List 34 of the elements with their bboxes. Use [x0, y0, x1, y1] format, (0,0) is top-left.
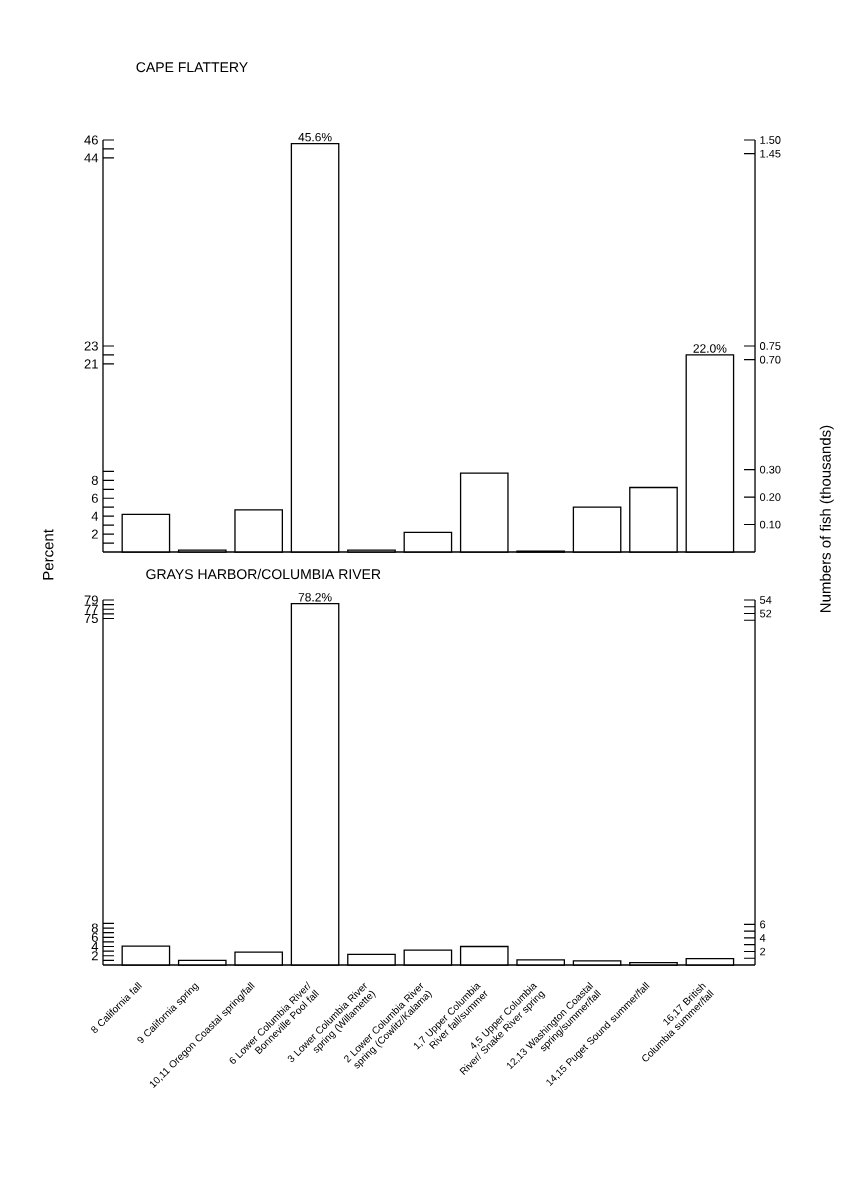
data-label: 78.2%	[298, 593, 332, 602]
y-tick-label: 6	[91, 493, 98, 503]
y2-tick-label: 52	[759, 609, 772, 618]
y-tick-label: 4	[91, 511, 99, 521]
y-tick-label: 46	[84, 135, 98, 145]
y-tick-label: 4	[91, 942, 99, 951]
y2-tick-label: 54	[759, 596, 772, 604]
y2-tick-label: 0.70	[759, 355, 781, 364]
y2-axis-title: Numbers of fish (thousands)	[819, 425, 834, 613]
y2-tick-label: 0.10	[759, 520, 781, 529]
y-tick-label: 2	[91, 529, 98, 539]
y-tick-label: 6	[91, 932, 98, 942]
y2-tick-label: 0.75	[759, 342, 781, 350]
y-tick-label: 79	[84, 595, 98, 605]
y-tick-label: 2	[91, 951, 98, 961]
y2-tick-label: 1.45	[760, 149, 781, 158]
y2-tick-label: 1.50	[760, 136, 781, 144]
y2-tick-label: 6	[760, 920, 766, 929]
y-tick-label: 77	[84, 604, 98, 614]
chart-title: CAPE FLATTERY	[136, 62, 248, 73]
y-tick-label: 44	[84, 153, 99, 163]
y-axis-title: Percent	[43, 529, 54, 580]
y2-tick-label: 0.20	[759, 493, 781, 501]
y-tick-label: 21	[84, 359, 98, 369]
y2-tick-label: 2	[760, 947, 766, 956]
y2-tick-label: 0.30	[759, 465, 781, 474]
y-tick-label: 23	[84, 341, 98, 351]
data-label: 45.6%	[298, 132, 332, 142]
y-tick-label: 8	[91, 923, 98, 933]
y-tick-label: 75	[84, 613, 98, 624]
chart-title: GRAYS HARBOR/COLUMBIA RIVER	[146, 568, 381, 580]
y2-tick-label: 4	[759, 934, 766, 942]
data-label: 22.0%	[693, 344, 727, 353]
y-tick-label: 8	[91, 475, 98, 485]
